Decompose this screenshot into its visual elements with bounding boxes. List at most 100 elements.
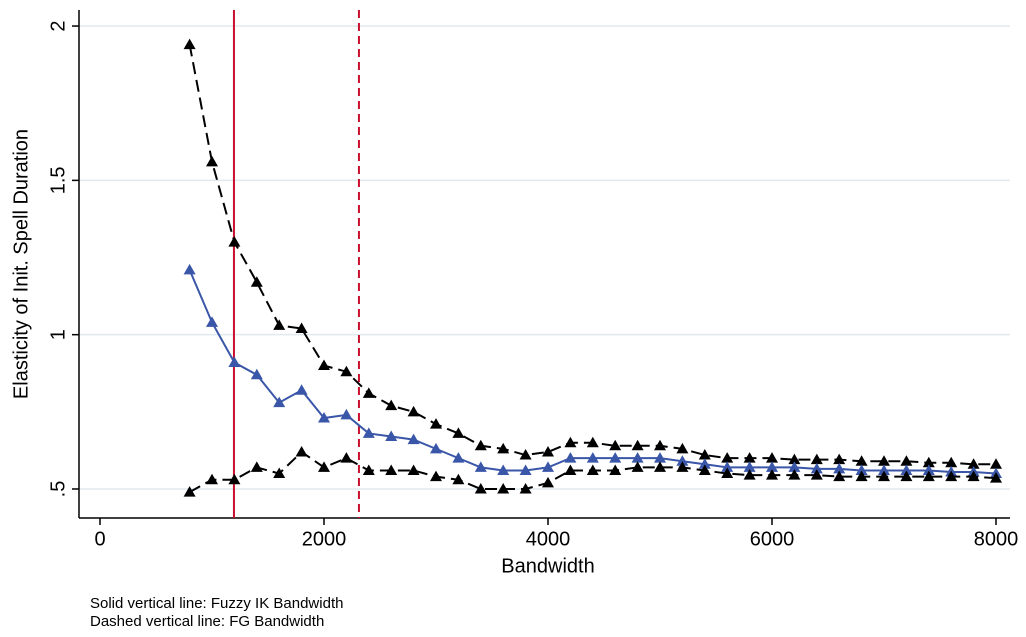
- marker: [542, 476, 554, 488]
- marker: [810, 469, 823, 480]
- marker: [609, 464, 622, 475]
- marker: [183, 263, 196, 275]
- marker: [542, 461, 554, 472]
- marker: [810, 453, 823, 465]
- marker: [810, 462, 823, 474]
- marker: [878, 455, 890, 466]
- marker: [900, 455, 913, 466]
- y-axis-label: Elasticity of Init. Spell Duration: [10, 129, 32, 399]
- marker: [922, 456, 935, 468]
- x-tick-label: 0: [94, 528, 105, 550]
- marker: [676, 461, 689, 472]
- x-tick-label: 4000: [526, 528, 571, 550]
- marker: [430, 470, 442, 482]
- marker: [474, 439, 487, 451]
- marker: [945, 470, 958, 482]
- marker: [654, 439, 666, 451]
- marker: [318, 412, 330, 423]
- marker: [654, 452, 666, 463]
- marker: [654, 461, 666, 472]
- marker: [318, 359, 330, 371]
- marker: [206, 473, 218, 485]
- marker: [273, 396, 286, 408]
- marker: [609, 439, 622, 451]
- marker: [900, 470, 913, 482]
- marker: [788, 469, 801, 480]
- marker: [766, 469, 778, 480]
- marker: [295, 322, 308, 334]
- marker: [676, 442, 689, 454]
- marker: [474, 482, 487, 494]
- marker: [766, 452, 778, 463]
- marker: [497, 442, 510, 454]
- marker: [519, 449, 532, 460]
- marker: [407, 405, 420, 417]
- marker: [788, 453, 801, 465]
- marker: [586, 464, 599, 475]
- marker: [990, 458, 1002, 469]
- marker: [631, 461, 644, 472]
- note: Solid vertical line: Fuzzy IK Bandwidth: [90, 595, 343, 612]
- y-tick-label: 1: [47, 329, 69, 340]
- marker: [698, 464, 711, 475]
- marker: [250, 368, 263, 380]
- y-tick-label: 1.5: [47, 166, 69, 194]
- marker: [631, 439, 644, 451]
- marker: [385, 430, 398, 442]
- x-tick-label: 8000: [974, 528, 1019, 550]
- marker: [183, 38, 196, 50]
- marker: [945, 456, 958, 468]
- marker: [452, 427, 465, 438]
- marker: [990, 472, 1002, 483]
- marker: [430, 442, 442, 454]
- marker: [922, 470, 935, 482]
- marker: [855, 470, 868, 482]
- marker: [340, 452, 353, 463]
- x-tick-label: 2000: [302, 528, 347, 550]
- marker: [721, 461, 734, 472]
- x-tick-label: 6000: [750, 528, 795, 550]
- marker: [206, 155, 218, 167]
- marker: [833, 462, 846, 474]
- marker: [295, 384, 308, 395]
- marker: [519, 482, 532, 494]
- marker: [206, 316, 218, 327]
- marker: [788, 461, 801, 472]
- marker: [340, 408, 353, 420]
- marker: [564, 464, 577, 475]
- marker: [452, 473, 465, 485]
- marker: [430, 418, 442, 429]
- marker: [833, 453, 846, 465]
- marker: [878, 464, 890, 475]
- marker: [228, 356, 241, 367]
- marker: [385, 399, 398, 411]
- marker: [743, 461, 756, 472]
- marker: [228, 236, 241, 247]
- marker: [967, 458, 980, 469]
- marker: [900, 464, 913, 475]
- marker: [833, 470, 846, 482]
- marker: [721, 452, 734, 463]
- marker: [497, 464, 510, 475]
- marker: [922, 464, 935, 475]
- marker: [362, 464, 375, 475]
- marker: [698, 449, 711, 460]
- marker: [452, 452, 465, 463]
- marker: [542, 445, 554, 457]
- y-tick-label: .5: [47, 481, 69, 498]
- marker: [586, 436, 599, 448]
- marker: [295, 445, 308, 457]
- marker: [631, 452, 644, 463]
- marker: [743, 452, 756, 463]
- marker: [967, 470, 980, 482]
- marker: [474, 461, 487, 472]
- marker: [407, 433, 420, 445]
- note: Dashed vertical line: FG Bandwidth: [90, 613, 324, 630]
- marker: [228, 473, 241, 485]
- marker: [564, 452, 577, 463]
- marker: [407, 464, 420, 475]
- marker: [318, 461, 330, 472]
- marker: [586, 452, 599, 463]
